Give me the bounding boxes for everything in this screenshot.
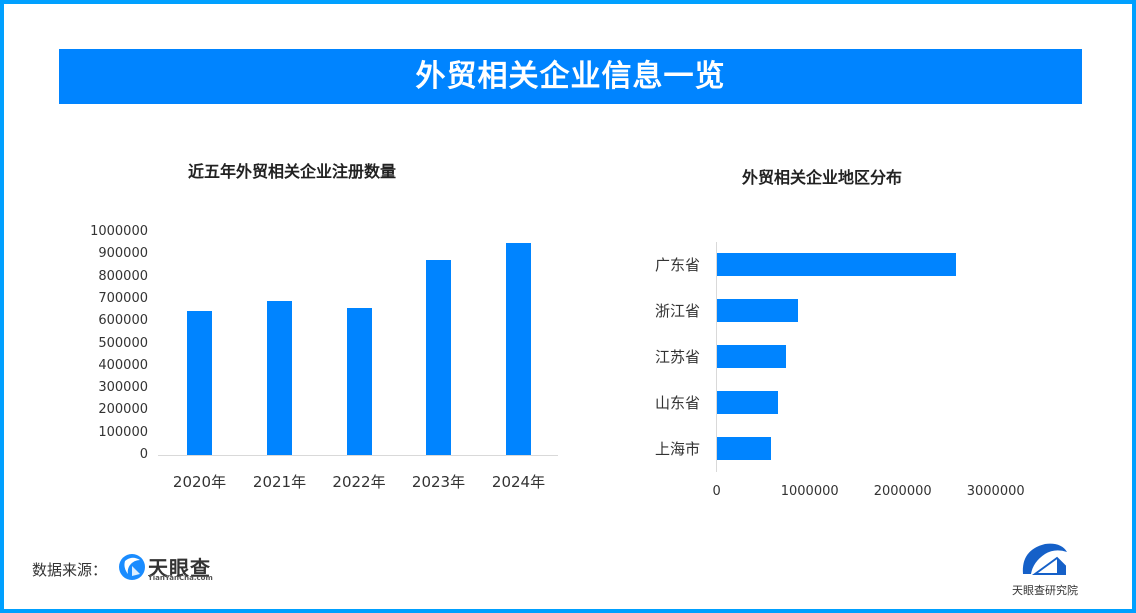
right-chart-category-label: 江苏省: [654, 348, 700, 366]
right-chart-x-tick: 0: [712, 484, 721, 499]
page-title: 外贸相关企业信息一览: [59, 49, 1082, 104]
left-chart-x-tick: 2023年: [411, 473, 466, 491]
right-chart-category-label: 上海市: [654, 440, 700, 458]
data-source-label: 数据来源：: [32, 561, 108, 579]
left-chart-bar: [506, 242, 531, 455]
left-chart-y-tick: 1000000: [90, 224, 148, 239]
right-chart-bar: [717, 436, 771, 460]
left-chart-x-tick: 2024年: [491, 473, 546, 491]
right-chart-x-tick: 3000000: [966, 484, 1025, 499]
right-chart-category-label: 浙江省: [654, 302, 700, 320]
tianyancha-institute-logo-name: 天眼查研究院: [1012, 584, 1078, 597]
left-chart-x-axis-line: [158, 455, 558, 456]
right-chart-category-label: 广东省: [654, 256, 700, 274]
left-chart-x-tick: 2022年: [332, 473, 386, 491]
tianyancha-institute-logo-icon: [1022, 543, 1067, 575]
left-chart-y-tick: 700000: [98, 290, 148, 306]
right-chart-bar: [717, 298, 798, 322]
right-chart-x-tick: 2000000: [873, 484, 932, 499]
left-chart-x-tick: 2021年: [252, 473, 307, 491]
left-chart-y-tick: 100000: [98, 424, 148, 440]
left-chart-y-tick: 900000: [98, 246, 148, 262]
right-chart-category-label: 山东省: [654, 394, 700, 412]
tianyancha-logo-domain: TianYanCha.com: [148, 574, 213, 582]
right-chart-title: 外贸相关企业地区分布: [742, 168, 903, 187]
left-chart-title: 近五年外贸相关企业注册数量: [188, 162, 397, 181]
left-chart-y-tick: 0: [139, 447, 148, 462]
left-chart-y-tick: 800000: [98, 268, 148, 284]
left-chart-y-tick: 500000: [98, 335, 148, 351]
tianyancha-logo-name: 天眼查: [148, 556, 211, 580]
right-chart-bar: [717, 252, 956, 276]
tianyancha-institute-logo: 天眼查研究院: [1005, 540, 1095, 600]
left-chart-y-tick: 300000: [98, 380, 148, 396]
left-chart-bar: [426, 260, 451, 455]
tianyancha-logo: 天眼查 TianYanCha.com: [118, 552, 228, 584]
right-chart-bar: [717, 390, 779, 414]
tianyancha-logo-icon: [119, 554, 145, 580]
left-chart-y-tick: 600000: [98, 313, 148, 329]
left-chart-bar: [346, 308, 372, 455]
left-chart-y-tick: 200000: [98, 402, 148, 418]
left-chart-bar: [187, 310, 212, 455]
left-chart-x-tick: 2020年: [172, 473, 227, 491]
right-chart-x-tick: 1000000: [780, 484, 839, 499]
right-chart-bar: [717, 344, 786, 368]
left-chart-y-tick: 400000: [98, 357, 148, 373]
left-chart-bar: [267, 301, 292, 455]
right-chart-y-axis-line: [716, 242, 717, 472]
